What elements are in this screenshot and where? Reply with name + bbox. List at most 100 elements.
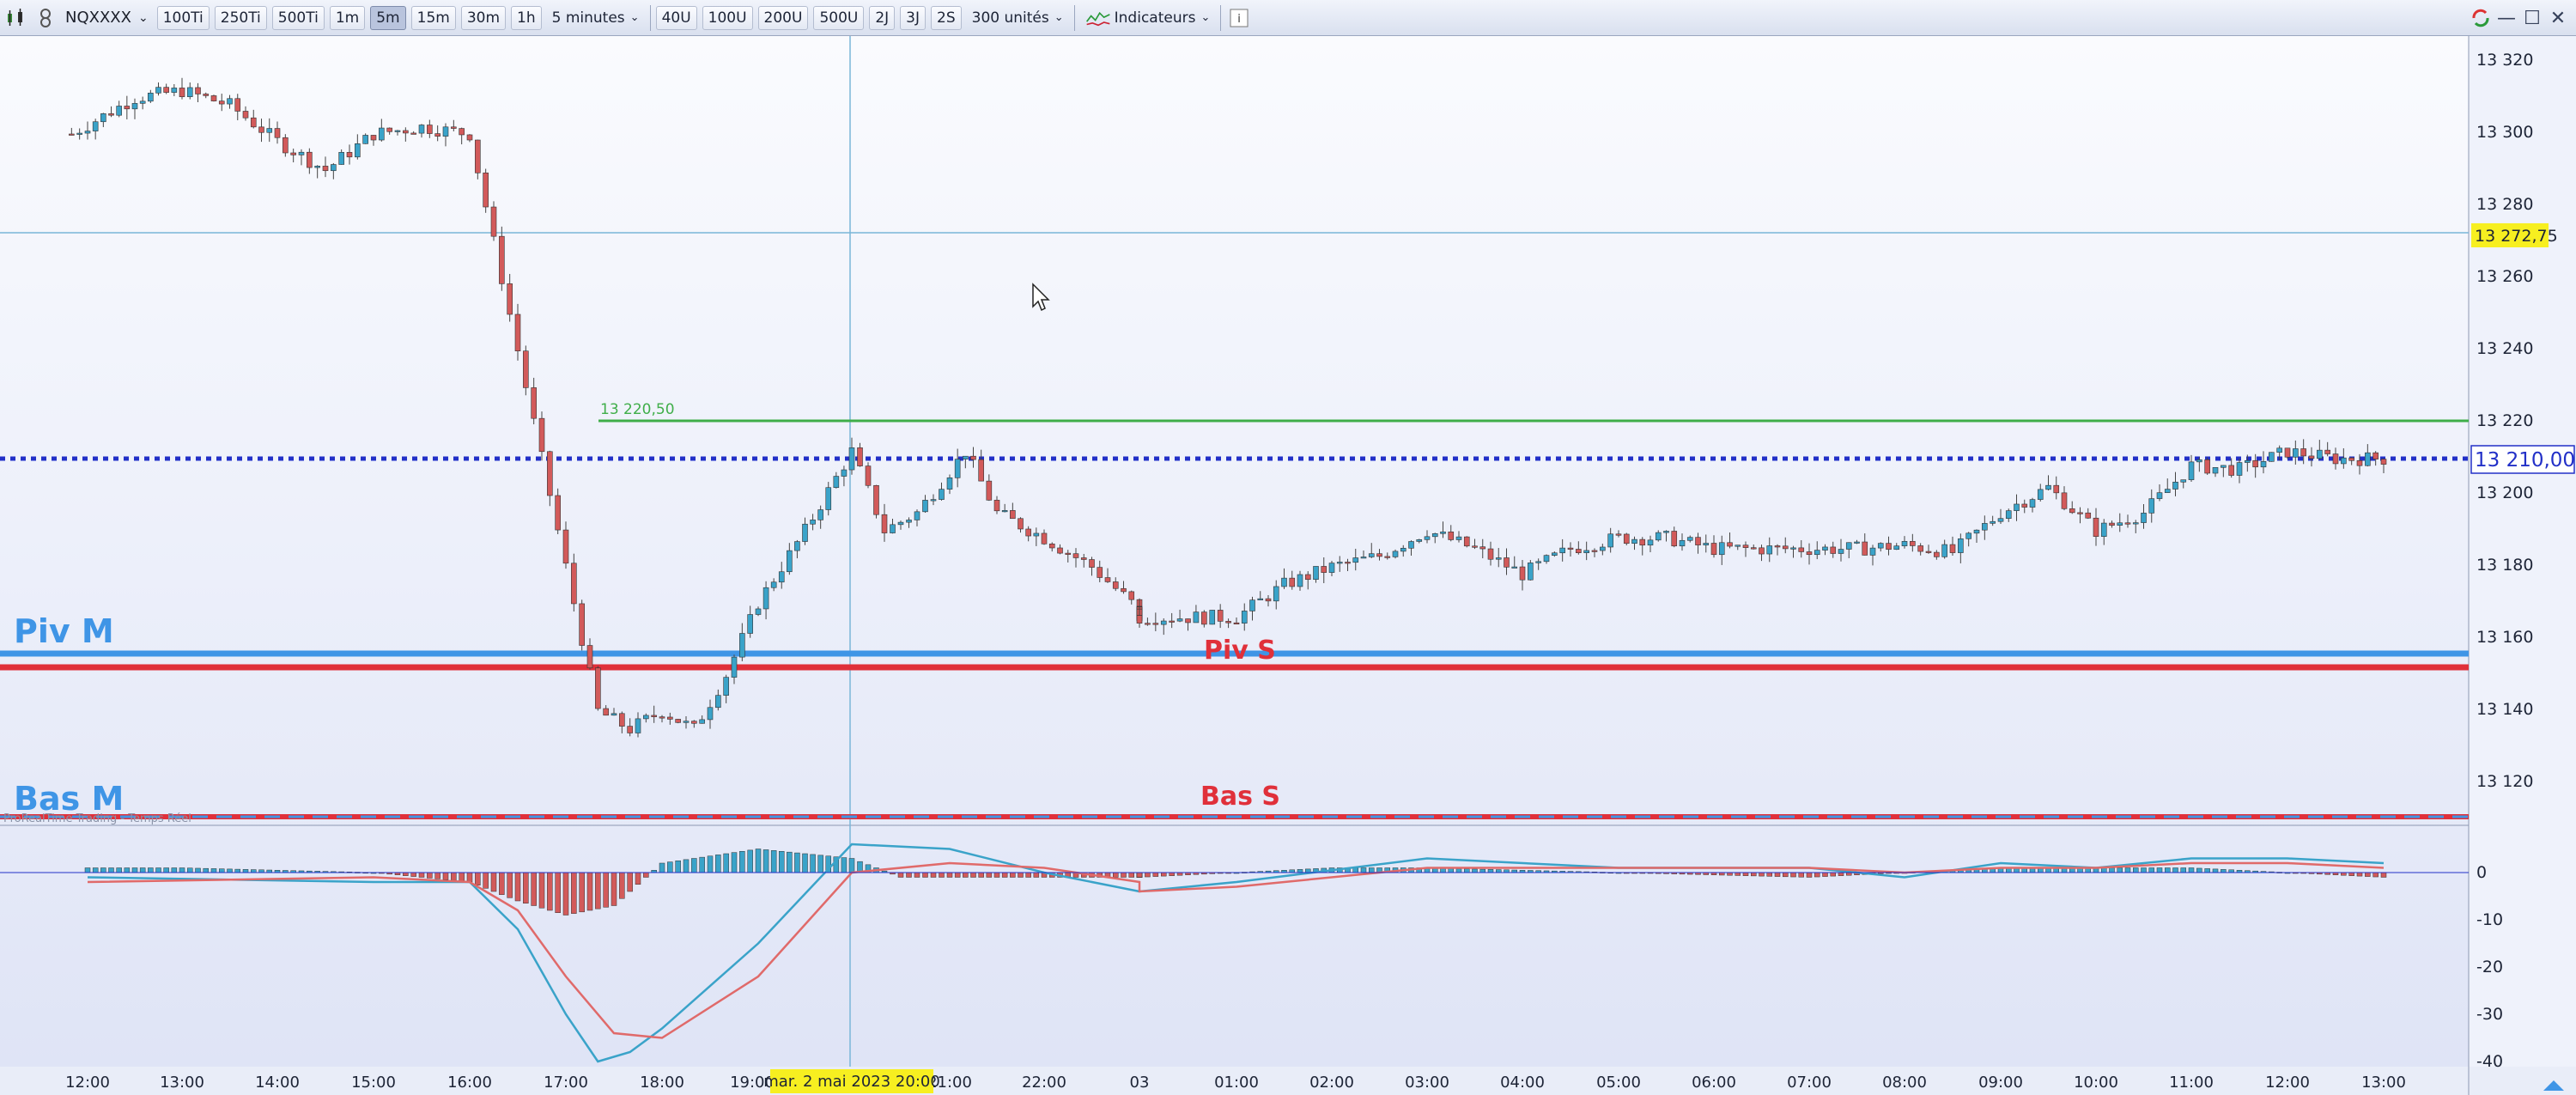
histogram-bar	[963, 872, 969, 878]
unit-button-30m[interactable]: 30m	[460, 5, 507, 30]
unit-button-100ti[interactable]: 100Ti	[156, 5, 210, 30]
range-button-200u[interactable]: 200U	[757, 5, 809, 30]
crosshair-date-label: mar. 2 mai 2023 20:00	[763, 1073, 940, 1091]
candle-body	[946, 478, 953, 490]
price-chart[interactable]: 13 220,50 Piv M Piv S Bas M Bas S ProRea…	[0, 36, 2576, 1095]
histogram-bar	[841, 857, 848, 873]
histogram-bar	[2180, 867, 2186, 873]
histogram-bar	[723, 853, 729, 873]
candle-body	[1679, 539, 1686, 547]
range-button-100u[interactable]: 100U	[702, 5, 753, 30]
time-tick: 21:00	[927, 1074, 972, 1092]
candle-body	[1160, 620, 1167, 625]
candle-body	[2341, 457, 2347, 465]
toolbar-divider	[1220, 4, 1222, 31]
minimize-icon[interactable]: —	[2497, 7, 2516, 29]
range-button-500u[interactable]: 500U	[813, 5, 865, 30]
price-tick: 13 200	[2476, 484, 2533, 502]
unit-button-250ti[interactable]: 250Ti	[214, 5, 267, 30]
candle-body	[298, 151, 305, 155]
indicators-dropdown[interactable]: Indicateurs ⌄	[1085, 5, 1210, 31]
histogram-bar	[1161, 872, 1167, 877]
unit-button-5m[interactable]: 5m	[370, 5, 406, 30]
histogram-bar	[731, 852, 738, 873]
interval-dropdown[interactable]: 5 minutes ⌄	[552, 9, 640, 27]
unit-button-1h[interactable]: 1h	[511, 5, 542, 30]
mouse-cursor-icon	[1032, 283, 1050, 312]
candle-body	[179, 88, 185, 97]
time-tick: 14:00	[255, 1074, 300, 1092]
candle-body	[848, 447, 855, 471]
histogram-bar	[547, 872, 553, 911]
candle-body	[2324, 449, 2330, 454]
candle-body	[1655, 532, 1662, 541]
histogram-bar	[483, 872, 489, 889]
candle-body	[1591, 550, 1598, 552]
candle-body	[1455, 536, 1462, 540]
units-count-dropdown[interactable]: 300 unités ⌄	[972, 9, 1064, 27]
candlestick-icon[interactable]	[3, 5, 29, 31]
histogram-bar	[1806, 872, 1813, 878]
candle-body	[1112, 581, 1119, 589]
histogram-bar	[1759, 872, 1765, 877]
histogram-bar	[403, 872, 409, 876]
refresh-icon[interactable]	[2468, 5, 2494, 31]
histogram-bar	[2172, 867, 2178, 873]
range-button-40u[interactable]: 40U	[655, 5, 697, 30]
info-icon[interactable]: i	[1226, 5, 1252, 31]
candle-body	[1703, 543, 1710, 545]
candle-body	[2148, 498, 2155, 514]
close-icon[interactable]: ✕	[2549, 7, 2567, 29]
candle-body	[1360, 557, 1367, 559]
time-tick: 09:00	[1978, 1074, 2023, 1092]
histogram-bar	[762, 849, 769, 873]
candle-body	[1321, 566, 1327, 573]
candle-body	[1018, 518, 1024, 530]
maximize-icon[interactable]: ☐	[2524, 7, 2541, 29]
price-plot	[69, 77, 2387, 738]
candle-body	[370, 135, 377, 141]
candle-body	[331, 164, 337, 172]
histogram-bar	[755, 849, 762, 873]
histogram-bar	[683, 859, 690, 873]
crosshair-price-badge	[2471, 223, 2549, 247]
candle-body	[314, 166, 320, 168]
candle-body	[1479, 546, 1486, 550]
candle-body	[1345, 562, 1351, 564]
candle-body	[2245, 459, 2251, 463]
candle-body	[2212, 467, 2219, 474]
candle-body	[1901, 541, 1908, 547]
candle-body	[1400, 547, 1406, 552]
histogram-bar	[155, 867, 161, 873]
histogram-bar	[2356, 872, 2363, 877]
candle-body	[108, 113, 114, 116]
candle-body	[1519, 566, 1526, 581]
candle-body	[514, 313, 521, 351]
candle-body	[993, 500, 1000, 512]
unit-button-500ti[interactable]: 500Ti	[271, 5, 325, 30]
time-tick: 08:00	[1882, 1074, 1927, 1092]
time-tick: 19:00	[730, 1074, 775, 1092]
histogram-bar	[2380, 872, 2387, 878]
scroll-to-latest-icon[interactable]	[2543, 1080, 2564, 1091]
candle-body	[897, 521, 904, 526]
range-button-2j[interactable]: 2J	[869, 5, 896, 30]
range-button-2s[interactable]: 2S	[931, 5, 962, 30]
candle-body	[1304, 574, 1311, 581]
symbol-selector[interactable]: NQXXXX ⌄	[65, 9, 149, 27]
candle-body	[675, 719, 681, 723]
candle-body	[2284, 447, 2291, 458]
candle-body	[155, 87, 161, 94]
unit-button-15m[interactable]: 15m	[410, 5, 456, 30]
histogram-bar	[459, 872, 465, 882]
unit-button-1m[interactable]: 1m	[329, 5, 366, 30]
candle-body	[1025, 528, 1031, 537]
range-button-3j[interactable]: 3J	[900, 5, 927, 30]
candle-body	[1169, 620, 1175, 623]
candle-body	[2300, 448, 2306, 457]
candle-body	[817, 509, 823, 520]
candle-body	[410, 132, 416, 135]
candle-body	[1001, 510, 1008, 513]
candle-body	[69, 133, 75, 136]
link-icon[interactable]	[33, 5, 58, 31]
